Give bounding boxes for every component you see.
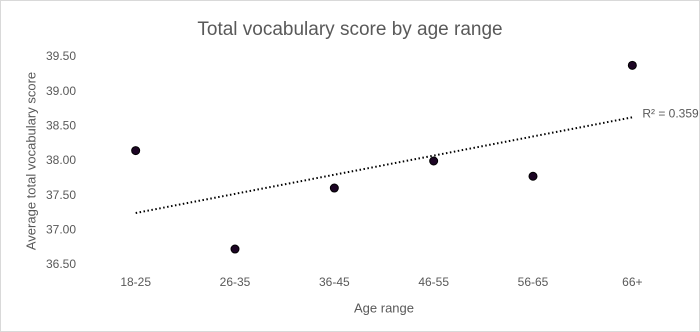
y-tick-label: 38.00 [46,153,76,167]
y-tick-label: 36.50 [46,257,76,271]
x-tick-label: 26-35 [220,275,251,289]
x-tick-label: 56-65 [518,275,549,289]
x-tick-label: 36-45 [319,275,350,289]
x-tick-label: 66+ [622,275,642,289]
point [429,156,439,166]
point [230,244,240,254]
y-tick-label: 37.50 [46,188,76,202]
y-tick-label: 39.50 [46,49,76,63]
trendline [135,116,633,214]
point [131,146,141,156]
x-tick-label: 46-55 [418,275,449,289]
x-tick-label: 18-25 [120,275,151,289]
x-axis-label: Age range [354,300,414,315]
y-tick-label: 39.00 [46,84,76,98]
trendline-label: R² = 0.359 [642,106,699,120]
y-tick-label: 38.50 [46,119,76,133]
chart-title: Total vocabulary score by age range [197,19,502,40]
point [329,183,339,193]
y-axis-label: Average total vocabulary score [23,72,38,250]
y-tick-label: 37.00 [46,223,76,237]
point [627,60,637,70]
point [528,171,538,181]
